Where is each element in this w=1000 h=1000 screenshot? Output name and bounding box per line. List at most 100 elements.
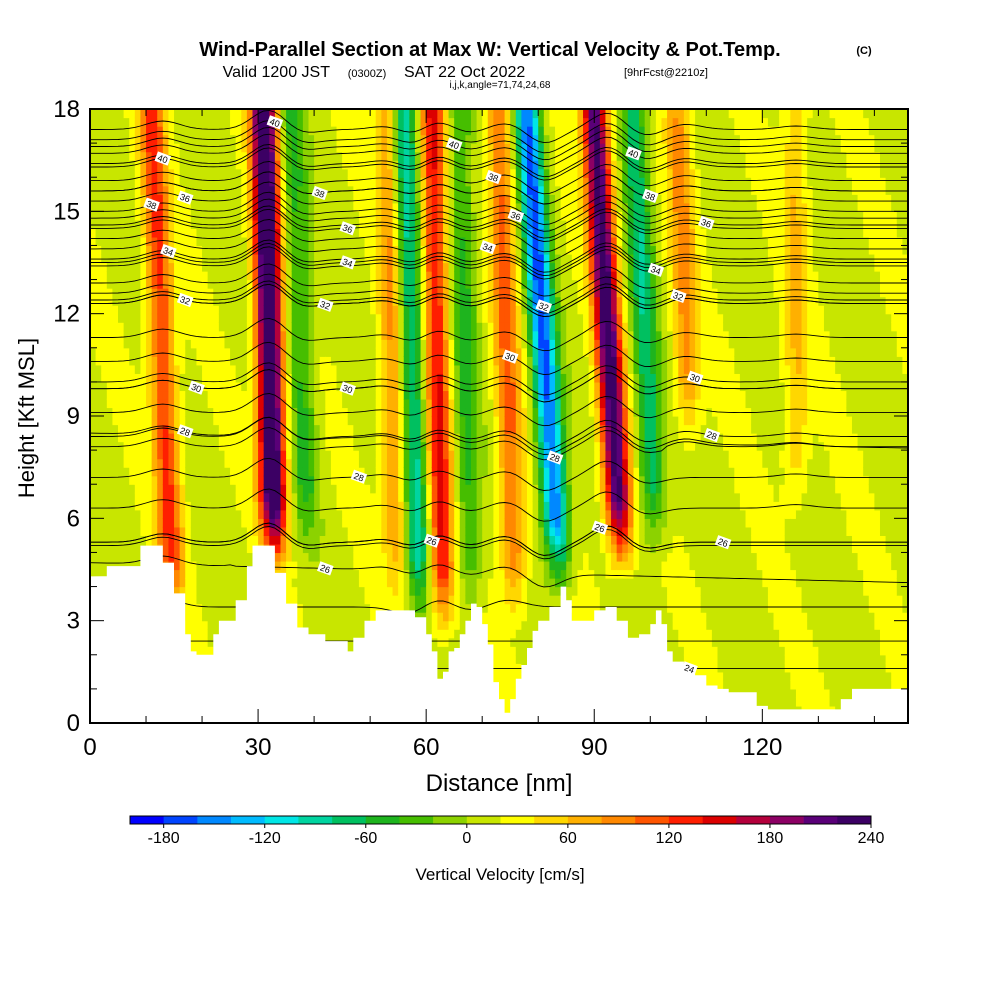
velocity-cell	[224, 450, 231, 460]
velocity-cell	[112, 535, 119, 545]
velocity-cell	[347, 552, 354, 562]
velocity-cell	[207, 450, 214, 460]
velocity-cell	[263, 407, 270, 417]
velocity-cell	[448, 364, 455, 374]
velocity-cell	[95, 305, 102, 315]
velocity-cell	[230, 509, 237, 519]
velocity-cell	[218, 586, 226, 596]
velocity-cell	[319, 117, 326, 127]
velocity-cell	[207, 228, 214, 238]
velocity-cell	[185, 253, 192, 264]
velocity-cell	[230, 271, 237, 281]
velocity-cell	[347, 484, 354, 494]
velocity-cell	[302, 279, 310, 289]
velocity-cell	[112, 484, 119, 494]
velocity-cell	[308, 168, 315, 178]
velocity-cell	[280, 211, 287, 221]
velocity-cell	[168, 279, 175, 289]
velocity-cell	[325, 356, 332, 366]
velocity-cell	[101, 433, 108, 443]
velocity-cell	[196, 416, 203, 426]
velocity-cell	[308, 603, 315, 613]
velocity-cell	[213, 458, 220, 468]
velocity-cell	[420, 492, 427, 502]
velocity-cell	[95, 441, 102, 451]
velocity-cell	[168, 364, 175, 374]
velocity-cell	[358, 364, 366, 374]
velocity-cell	[179, 160, 186, 170]
velocity-cell	[174, 569, 181, 579]
velocity-cell	[129, 543, 136, 554]
velocity-cell	[230, 526, 237, 536]
velocity-cell	[129, 339, 136, 349]
velocity-cell	[370, 271, 377, 281]
velocity-cell	[112, 109, 119, 119]
velocity-cell	[291, 126, 298, 136]
velocity-cell	[465, 552, 472, 562]
velocity-cell	[409, 543, 416, 554]
velocity-cell	[431, 134, 438, 144]
velocity-cell	[129, 492, 136, 502]
velocity-cell	[431, 612, 438, 622]
velocity-cell	[442, 552, 450, 562]
velocity-cell	[414, 390, 422, 400]
velocity-cell	[319, 543, 326, 554]
velocity-cell	[95, 185, 102, 195]
velocity-cell	[202, 228, 209, 238]
velocity-cell	[330, 228, 338, 238]
velocity-cell	[140, 151, 147, 161]
velocity-cell	[218, 296, 226, 306]
velocity-cell	[437, 629, 444, 639]
velocity-cell	[459, 253, 466, 264]
velocity-cell	[336, 160, 343, 170]
velocity-cell	[459, 578, 466, 588]
velocity-cell	[470, 126, 478, 136]
velocity-cell	[162, 253, 170, 264]
velocity-cell	[185, 398, 192, 409]
velocity-cell	[426, 569, 433, 579]
velocity-cell	[454, 202, 461, 212]
velocity-cell	[386, 526, 394, 536]
velocity-cell	[476, 552, 483, 562]
velocity-cell	[454, 271, 461, 281]
velocity-cell	[375, 347, 382, 357]
velocity-cell	[392, 518, 399, 528]
velocity-cell	[381, 347, 388, 357]
velocity-cell	[364, 509, 371, 519]
velocity-cell	[274, 339, 282, 349]
velocity-cell	[336, 560, 343, 571]
velocity-cell	[358, 433, 366, 443]
velocity-cell	[151, 160, 158, 170]
velocity-cell	[90, 211, 97, 221]
velocity-cell	[218, 373, 226, 383]
velocity-cell	[308, 398, 315, 409]
velocity-cell	[330, 194, 338, 204]
velocity-cell	[202, 475, 209, 485]
velocity-cell	[409, 416, 416, 426]
velocity-cell	[347, 330, 354, 340]
velocity-cell	[470, 202, 478, 212]
velocity-cell	[426, 347, 433, 357]
velocity-cell	[106, 271, 114, 281]
velocity-cell	[347, 160, 354, 170]
velocity-cell	[325, 330, 332, 340]
velocity-cell	[353, 109, 360, 119]
velocity-cell	[420, 364, 427, 374]
velocity-cell	[263, 518, 270, 528]
velocity-cell	[252, 117, 259, 127]
velocity-cell	[224, 347, 231, 357]
velocity-cell	[426, 441, 433, 451]
velocity-cell	[235, 501, 242, 511]
velocity-cell	[235, 322, 242, 332]
velocity-cell	[291, 569, 298, 579]
velocity-cell	[297, 288, 304, 298]
velocity-cell	[470, 168, 478, 178]
velocity-cell	[336, 185, 343, 195]
velocity-cell	[246, 552, 254, 562]
velocity-cell	[246, 467, 254, 477]
velocity-cell	[246, 450, 254, 460]
velocity-cell	[353, 160, 360, 170]
velocity-cell	[95, 126, 102, 136]
velocity-cell	[448, 279, 455, 289]
velocity-cell	[134, 381, 142, 392]
